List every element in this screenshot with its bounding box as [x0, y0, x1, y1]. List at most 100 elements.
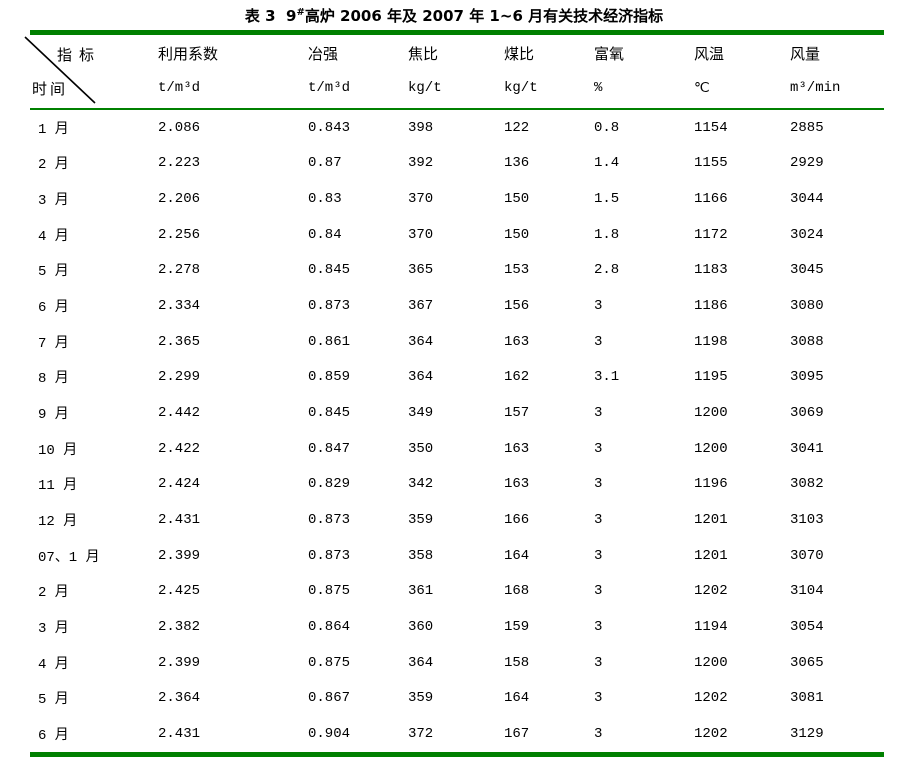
column-unit: % — [594, 80, 603, 96]
table-cell: 392 — [408, 155, 434, 172]
table-row: 5 月 2.278 0.845 365 153 2.8 1183 3045 — [30, 253, 884, 289]
table-cell: 364 — [408, 333, 434, 350]
table-title-superscript: # — [296, 7, 305, 18]
table-cell: 1198 — [694, 333, 728, 350]
row-time-label: 4 月 — [38, 656, 69, 673]
table-cell: 166 — [504, 512, 530, 529]
column-header-4: 煤比 kg/t — [504, 36, 594, 108]
table-row: 11 月 2.424 0.829 342 163 3 1196 3082 — [30, 467, 884, 503]
table-body: 1 月 2.086 0.843 398 122 0.8 1154 2885 2 月 2.223 0.… — [30, 110, 884, 752]
table-cell: 2.422 — [158, 440, 201, 457]
table-cell: 3103 — [790, 512, 824, 529]
table-cell: 163 — [504, 333, 530, 350]
column-unit: kg/t — [504, 80, 538, 96]
table-cell: 0.843 — [308, 119, 351, 136]
table-cell: 2.086 — [158, 119, 201, 136]
table-cell: 1186 — [694, 298, 728, 315]
table-cell: 0.845 — [308, 262, 351, 279]
table-cell: 1195 — [694, 369, 728, 386]
table-cell: 2.431 — [158, 512, 201, 529]
table-cell: 2.431 — [158, 725, 201, 742]
table-cell: 157 — [504, 405, 530, 422]
table-cell: 1183 — [694, 262, 728, 279]
table-cell: 2.223 — [158, 155, 201, 172]
table-cell: 370 — [408, 191, 434, 208]
table-cell: 168 — [504, 583, 530, 600]
table-row: 6 月 2.334 0.873 367 156 3 1186 3080 — [30, 288, 884, 324]
column-header-7: 风量 m³/min — [790, 36, 884, 108]
table-cell: 150 — [504, 226, 530, 243]
table-row: 1 月 2.086 0.843 398 122 0.8 1154 2885 — [30, 110, 884, 146]
column-label: 风量 — [790, 47, 821, 64]
table-cell: 1154 — [694, 119, 728, 136]
table-cell: 364 — [408, 654, 434, 671]
row-time-label: 10 月 — [38, 442, 78, 459]
table-cell: 3081 — [790, 690, 824, 707]
table-cell: 158 — [504, 654, 530, 671]
table-cell: 0.875 — [308, 583, 351, 600]
table-cell: 3 — [594, 333, 603, 350]
table-cell: 3 — [594, 725, 603, 742]
table-cell: 3095 — [790, 369, 824, 386]
table-cell: 1196 — [694, 476, 728, 493]
row-time-label: 3 月 — [38, 621, 69, 638]
table-cell: 3082 — [790, 476, 824, 493]
table-cell: 1201 — [694, 547, 728, 564]
table-cell: 0.873 — [308, 547, 351, 564]
table-cell: 2.206 — [158, 191, 201, 208]
table-cell: 0.8 — [594, 119, 620, 136]
table-cell: 163 — [504, 476, 530, 493]
table-cell: 3.1 — [594, 369, 620, 386]
table-cell: 159 — [504, 619, 530, 636]
table-cell: 3045 — [790, 262, 824, 279]
table-cell: 1202 — [694, 583, 728, 600]
corner-label-indicator: 指标 — [57, 48, 102, 65]
table-cell: 150 — [504, 191, 530, 208]
table-cell: 1.4 — [594, 155, 620, 172]
column-unit: ℃ — [694, 81, 710, 97]
table-cell: 1172 — [694, 226, 728, 243]
table-top-border — [30, 30, 884, 35]
table-cell: 372 — [408, 725, 434, 742]
table-cell: 2.442 — [158, 405, 201, 422]
table-cell: 2.399 — [158, 547, 201, 564]
table-cell: 2.425 — [158, 583, 201, 600]
table-row: 5 月 2.364 0.867 359 164 3 1202 3081 — [30, 681, 884, 717]
row-time-label: 3 月 — [38, 193, 69, 210]
row-time-label: 6 月 — [38, 300, 69, 317]
table-cell: 2.365 — [158, 333, 201, 350]
table-cell: 2.299 — [158, 369, 201, 386]
table-cell: 0.847 — [308, 440, 351, 457]
table-cell: 0.87 — [308, 155, 342, 172]
table-row: 7 月 2.365 0.861 364 163 3 1198 3088 — [30, 324, 884, 360]
row-time-label: 07、1 月 — [38, 549, 100, 566]
table-row: 6 月 2.431 0.904 372 167 3 1202 3129 — [30, 716, 884, 752]
table-cell: 3070 — [790, 547, 824, 564]
column-unit: kg/t — [408, 80, 442, 96]
table-cell: 370 — [408, 226, 434, 243]
table-row: 2 月 2.223 0.87 392 136 1.4 1155 2929 — [30, 146, 884, 182]
table-cell: 1202 — [694, 690, 728, 707]
column-unit: m³/min — [790, 80, 841, 96]
table-cell: 3 — [594, 654, 603, 671]
table-cell: 0.861 — [308, 333, 351, 350]
table-title: 表 3 9#高炉 2006 年及 2007 年 1~6 月有关技术经济指标 — [0, 5, 908, 26]
table-cell: 0.859 — [308, 369, 351, 386]
table-cell: 1201 — [694, 512, 728, 529]
column-unit: t/m³d — [308, 80, 351, 96]
diagonal-header-cell: 指标 时间 — [24, 36, 158, 108]
table-cell: 3 — [594, 547, 603, 564]
table-cell: 0.873 — [308, 298, 351, 315]
table-bottom-border — [30, 752, 884, 757]
table-row: 2 月 2.425 0.875 361 168 3 1202 3104 — [30, 574, 884, 610]
table-cell: 2.8 — [594, 262, 620, 279]
row-time-label: 5 月 — [38, 264, 69, 281]
table-cell: 136 — [504, 155, 530, 172]
row-time-label: 4 月 — [38, 228, 69, 245]
column-header-6: 风温 ℃ — [694, 36, 790, 108]
column-label: 煤比 — [504, 47, 535, 64]
row-time-label: 6 月 — [38, 727, 69, 744]
table-cell: 364 — [408, 369, 434, 386]
table-cell: 3 — [594, 619, 603, 636]
row-time-label: 11 月 — [38, 478, 78, 495]
